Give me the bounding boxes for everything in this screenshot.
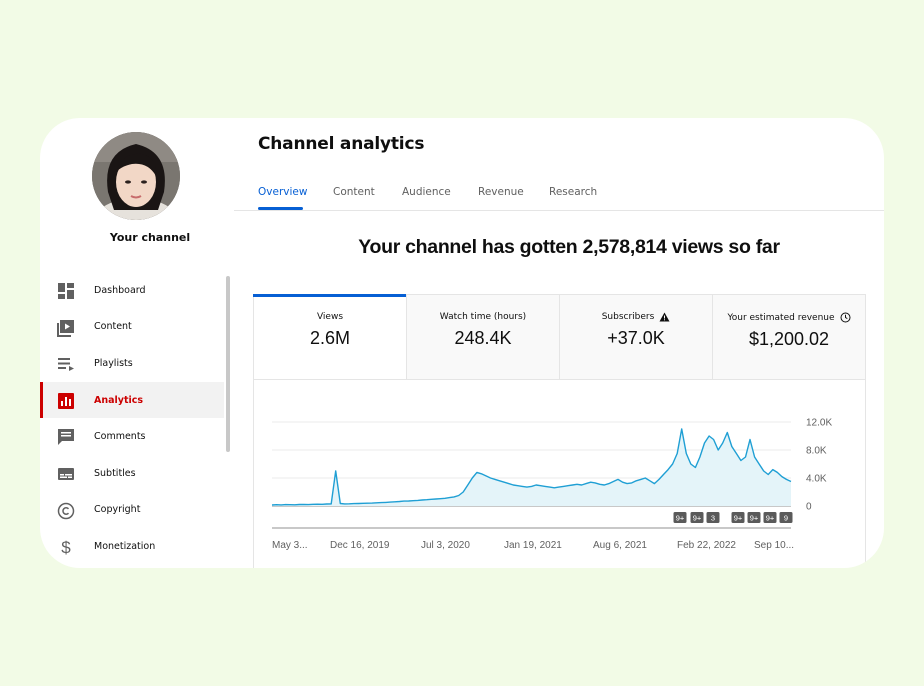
comment-icon xyxy=(58,429,74,446)
metric-card-views[interactable]: Views 2.6M xyxy=(253,294,406,379)
x-tick-label: Jan 19, 2021 xyxy=(504,540,562,551)
clock-icon[interactable] xyxy=(840,312,851,323)
tab-revenue[interactable]: Revenue xyxy=(478,186,524,198)
metric-value: $1,200.02 xyxy=(748,329,830,349)
annotation-badge xyxy=(747,512,761,523)
metric-value: 248.4K xyxy=(454,328,512,348)
series-area xyxy=(272,429,791,506)
x-tick-label: Sep 10... xyxy=(754,540,794,551)
x-tick-label: May 3... xyxy=(272,540,308,551)
sidebar-item-analytics[interactable]: Analytics xyxy=(40,381,224,419)
views-chart: 12.0K 8.0K 4.0K 0 9+ 9+ 3 9+ 9+ 9+ 9 May 3... Dec 16… xyxy=(253,380,866,568)
annotation-badge-label: 9+ xyxy=(734,514,743,523)
active-tab-indicator xyxy=(258,207,303,210)
x-tick-label: Aug 6, 2021 xyxy=(593,540,647,551)
metric-label: Watch time (hours) xyxy=(439,312,527,322)
annotation-badge-label: 9+ xyxy=(693,514,702,523)
annotation-badge xyxy=(763,512,777,523)
tab-audience[interactable]: Audience xyxy=(402,186,451,198)
y-tick-label: 0 xyxy=(806,502,812,513)
metric-cards: Views 2.6M Watch time (hours) 248.4K Sub… xyxy=(253,294,866,380)
sidebar-item-label: Dashboard xyxy=(94,284,146,296)
views-chart-svg: 12.0K 8.0K 4.0K 0 9+ 9+ 3 9+ 9+ 9+ 9 May 3... Dec 16… xyxy=(271,418,832,551)
copyright-icon xyxy=(57,502,75,519)
playlist-icon xyxy=(58,358,74,372)
subtitles-icon xyxy=(58,467,74,480)
metric-value: +37.0K xyxy=(607,328,665,348)
svg-text:$: $ xyxy=(61,538,71,556)
annotation-badge xyxy=(779,512,793,523)
sidebar-item-dashboard[interactable]: Dashboard xyxy=(40,272,224,309)
metric-card-watch-time[interactable]: Watch time (hours) 248.4K xyxy=(406,295,559,379)
sidebar-item-label: Copyright xyxy=(94,504,141,516)
sidebar-item-comments[interactable]: Comments xyxy=(40,418,224,455)
channel-avatar[interactable] xyxy=(92,132,180,220)
sidebar-item-label: Content xyxy=(94,321,132,333)
video-library-icon xyxy=(57,319,74,337)
y-tick-label: 12.0K xyxy=(806,418,832,429)
metric-card-subscribers[interactable]: Subscribers +37.0K xyxy=(559,295,712,379)
annotation-badge-label: 9+ xyxy=(676,514,685,523)
metric-label: Subscribers xyxy=(601,312,655,322)
sidebar-item-label: Comments xyxy=(94,431,146,443)
metric-label: Your estimated revenue xyxy=(727,312,835,323)
annotation-badge-label: 9+ xyxy=(766,514,775,523)
analytics-icon xyxy=(58,392,74,409)
tab-research[interactable]: Research xyxy=(549,186,598,198)
sidebar-item-label: Analytics xyxy=(94,394,144,406)
annotation-badge-label: 9 xyxy=(784,514,788,523)
annotation-badge xyxy=(706,512,720,523)
annotation-badge xyxy=(673,512,687,523)
series-line xyxy=(271,428,792,506)
sidebar-item-copyright[interactable]: Copyright xyxy=(40,492,224,529)
sidebar-item-playlists[interactable]: Playlists xyxy=(40,345,224,382)
your-channel-label: Your channel xyxy=(109,231,191,244)
sidebar-item-label: Monetization xyxy=(94,540,156,552)
warning-icon[interactable] xyxy=(659,312,670,322)
views-headline: Your channel has gotten 2,578,814 views … xyxy=(358,236,780,258)
annotation-badge xyxy=(690,512,704,523)
annotation-badge-label: 9+ xyxy=(750,514,759,523)
sidebar-nav: Dashboard Content Playlists Analytics Co… xyxy=(40,272,224,565)
sidebar-scrollbar[interactable] xyxy=(226,276,230,452)
sidebar-item-subtitles[interactable]: Subtitles xyxy=(40,455,224,492)
sidebar-item-label: Playlists xyxy=(94,357,133,369)
y-tick-label: 8.0K xyxy=(806,446,827,457)
sidebar-item-label: Subtitles xyxy=(94,467,136,479)
dollar-icon: $ xyxy=(61,538,71,556)
sidebar-item-monetization[interactable]: $ Monetization xyxy=(40,528,224,565)
tab-overview[interactable]: Overview xyxy=(258,186,308,198)
metric-card-revenue[interactable]: Your estimated revenue $1,200.02 xyxy=(712,295,865,379)
x-tick-label: Dec 16, 2019 xyxy=(330,540,390,551)
tabs-divider xyxy=(234,210,884,211)
x-tick-label: Jul 3, 2020 xyxy=(421,540,470,551)
y-tick-label: 4.0K xyxy=(806,474,827,485)
tab-content[interactable]: Content xyxy=(333,186,375,198)
annotation-badge-label: 3 xyxy=(711,514,715,523)
annotation-badge xyxy=(731,512,745,523)
page-title: Channel analytics xyxy=(258,134,425,154)
metric-value: 2.6M xyxy=(309,328,351,348)
analytics-card: Your channel Dashboard Content Playlists… xyxy=(40,118,884,568)
x-tick-label: Feb 22, 2022 xyxy=(677,540,736,551)
tab-bar: Overview Content Audience Revenue Resear… xyxy=(258,178,884,210)
metric-label: Views xyxy=(316,312,344,322)
dashboard-icon xyxy=(58,283,74,299)
sidebar-item-content[interactable]: Content xyxy=(40,309,224,346)
